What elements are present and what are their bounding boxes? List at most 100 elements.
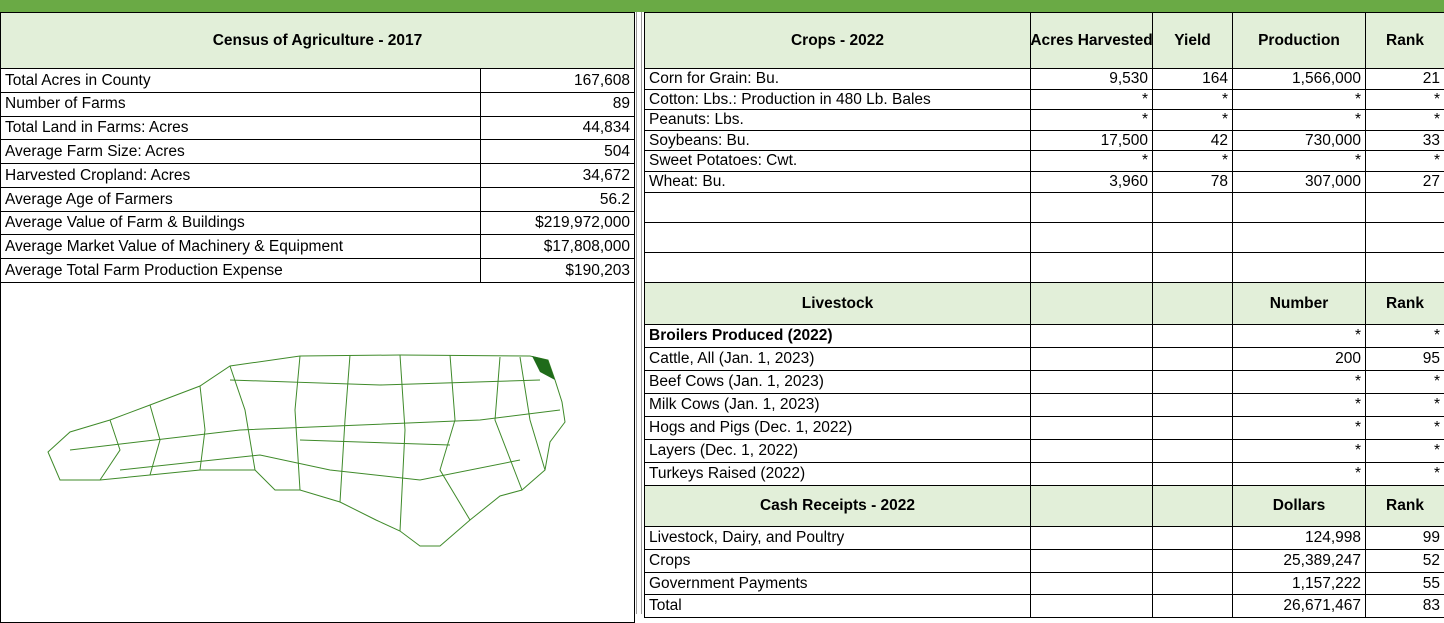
value-cell: * [1365, 88, 1444, 111]
empty-cell [1152, 370, 1233, 394]
value-cell: * [1365, 393, 1444, 417]
empty-cell [1152, 416, 1233, 440]
value-cell: * [1365, 324, 1444, 348]
value-cell: $17,808,000 [480, 234, 635, 260]
empty-cell [1152, 393, 1233, 417]
label-cell: Wheat: Bu. [644, 171, 1031, 193]
label-cell: Soybeans: Bu. [644, 129, 1031, 152]
label-cell: Average Farm Size: Acres [0, 139, 481, 165]
header-cell: Rank [1365, 282, 1444, 325]
value-cell: $190,203 [480, 258, 635, 283]
value-cell: 44,834 [480, 115, 635, 141]
value-cell: 89 [480, 91, 635, 117]
header-cell: Yield [1152, 12, 1233, 69]
empty-cell [1152, 191, 1233, 223]
value-cell: 200 [1232, 347, 1366, 371]
value-cell: 34,672 [480, 163, 635, 188]
label-cell: Total [644, 594, 1031, 618]
value-cell: * [1232, 393, 1366, 417]
label-cell: Beef Cows (Jan. 1, 2023) [644, 370, 1031, 394]
value-cell: 17,500 [1030, 129, 1153, 152]
header-cell: Census of Agriculture - 2017 [0, 12, 635, 69]
value-cell: 9,530 [1030, 68, 1153, 90]
empty-cell [1030, 571, 1153, 596]
header-cell: Cash Receipts - 2022 [644, 485, 1031, 527]
empty-cell [1232, 251, 1366, 283]
value-cell: 307,000 [1232, 171, 1366, 193]
value-cell: * [1232, 88, 1366, 111]
empty-cell [1365, 221, 1444, 253]
empty-cell [1152, 526, 1233, 550]
header-cell: Production [1232, 12, 1366, 69]
value-cell: 3,960 [1030, 171, 1153, 193]
empty-cell [1030, 324, 1153, 348]
empty-cell [1152, 439, 1233, 463]
empty-cell [1152, 324, 1233, 348]
label-cell: Milk Cows (Jan. 1, 2023) [644, 393, 1031, 417]
value-cell: 1,566,000 [1232, 68, 1366, 90]
label-cell: Turkeys Raised (2022) [644, 462, 1031, 486]
header-cell: Number [1232, 282, 1366, 325]
label-cell: Harvested Cropland: Acres [0, 163, 481, 188]
value-cell: * [1365, 150, 1444, 172]
empty-cell [1232, 191, 1366, 223]
empty-cell [1030, 370, 1153, 394]
header-cell: Rank [1365, 12, 1444, 69]
empty-cell [1030, 439, 1153, 463]
label-cell: Broilers Produced (2022) [644, 324, 1031, 348]
label-cell: Average Age of Farmers [0, 186, 481, 212]
empty-cell [1232, 221, 1366, 253]
value-cell: 21 [1365, 68, 1444, 90]
value-cell: 25,389,247 [1232, 548, 1366, 573]
empty-cell [1152, 462, 1233, 486]
value-cell: 27 [1365, 171, 1444, 193]
value-cell: * [1030, 109, 1153, 131]
value-cell: 55 [1365, 571, 1444, 596]
value-cell: * [1030, 88, 1153, 111]
label-cell: Average Market Value of Machinery & Equi… [0, 234, 481, 260]
value-cell: * [1232, 150, 1366, 172]
value-cell: 124,998 [1232, 526, 1366, 550]
value-cell: 83 [1365, 594, 1444, 618]
empty-cell [1030, 347, 1153, 371]
value-cell: * [1232, 462, 1366, 486]
value-cell: * [1232, 439, 1366, 463]
value-cell: * [1152, 109, 1233, 131]
empty-cell [1152, 251, 1233, 283]
label-cell: Total Land in Farms: Acres [0, 115, 481, 141]
value-cell: * [1152, 88, 1233, 111]
value-cell: * [1365, 439, 1444, 463]
empty-cell [1152, 594, 1233, 618]
empty-cell [1030, 416, 1153, 440]
empty-cell [1152, 485, 1233, 527]
empty-cell [1152, 347, 1233, 371]
value-cell: * [1365, 370, 1444, 394]
label-cell: Total Acres in County [0, 68, 481, 93]
value-cell: 167,608 [480, 68, 635, 93]
label-cell: Number of Farms [0, 91, 481, 117]
value-cell: 504 [480, 139, 635, 165]
value-cell: 33 [1365, 129, 1444, 152]
empty-cell [1030, 191, 1153, 223]
label-cell: Crops [644, 548, 1031, 573]
header-cell: Acres Harvested [1030, 12, 1153, 69]
value-cell: 42 [1152, 129, 1233, 152]
empty-cell [1365, 251, 1444, 283]
label-cell: Corn for Grain: Bu. [644, 68, 1031, 90]
value-cell: 26,671,467 [1232, 594, 1366, 618]
value-cell: 56.2 [480, 186, 635, 212]
value-cell: * [1232, 370, 1366, 394]
value-cell: * [1232, 109, 1366, 131]
value-cell: * [1030, 150, 1153, 172]
empty-cell [1152, 548, 1233, 573]
label-cell: Layers (Dec. 1, 2022) [644, 439, 1031, 463]
value-cell: 99 [1365, 526, 1444, 550]
value-cell: * [1232, 324, 1366, 348]
empty-cell [1030, 221, 1153, 253]
map-cell [0, 282, 635, 623]
label-cell: Livestock, Dairy, and Poultry [644, 526, 1031, 550]
value-cell: * [1232, 416, 1366, 440]
value-cell: * [1365, 416, 1444, 440]
empty-cell [1030, 548, 1153, 573]
